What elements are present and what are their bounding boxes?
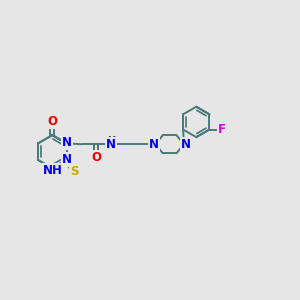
Text: N: N — [149, 138, 159, 151]
Text: NH: NH — [43, 164, 63, 177]
Text: N: N — [61, 153, 72, 167]
Text: H: H — [107, 136, 115, 146]
Text: N: N — [61, 136, 72, 149]
Text: N: N — [181, 138, 190, 151]
Text: O: O — [91, 151, 101, 164]
Text: O: O — [47, 115, 57, 128]
Text: S: S — [70, 165, 78, 178]
Text: F: F — [218, 123, 226, 136]
Text: N: N — [106, 138, 116, 151]
